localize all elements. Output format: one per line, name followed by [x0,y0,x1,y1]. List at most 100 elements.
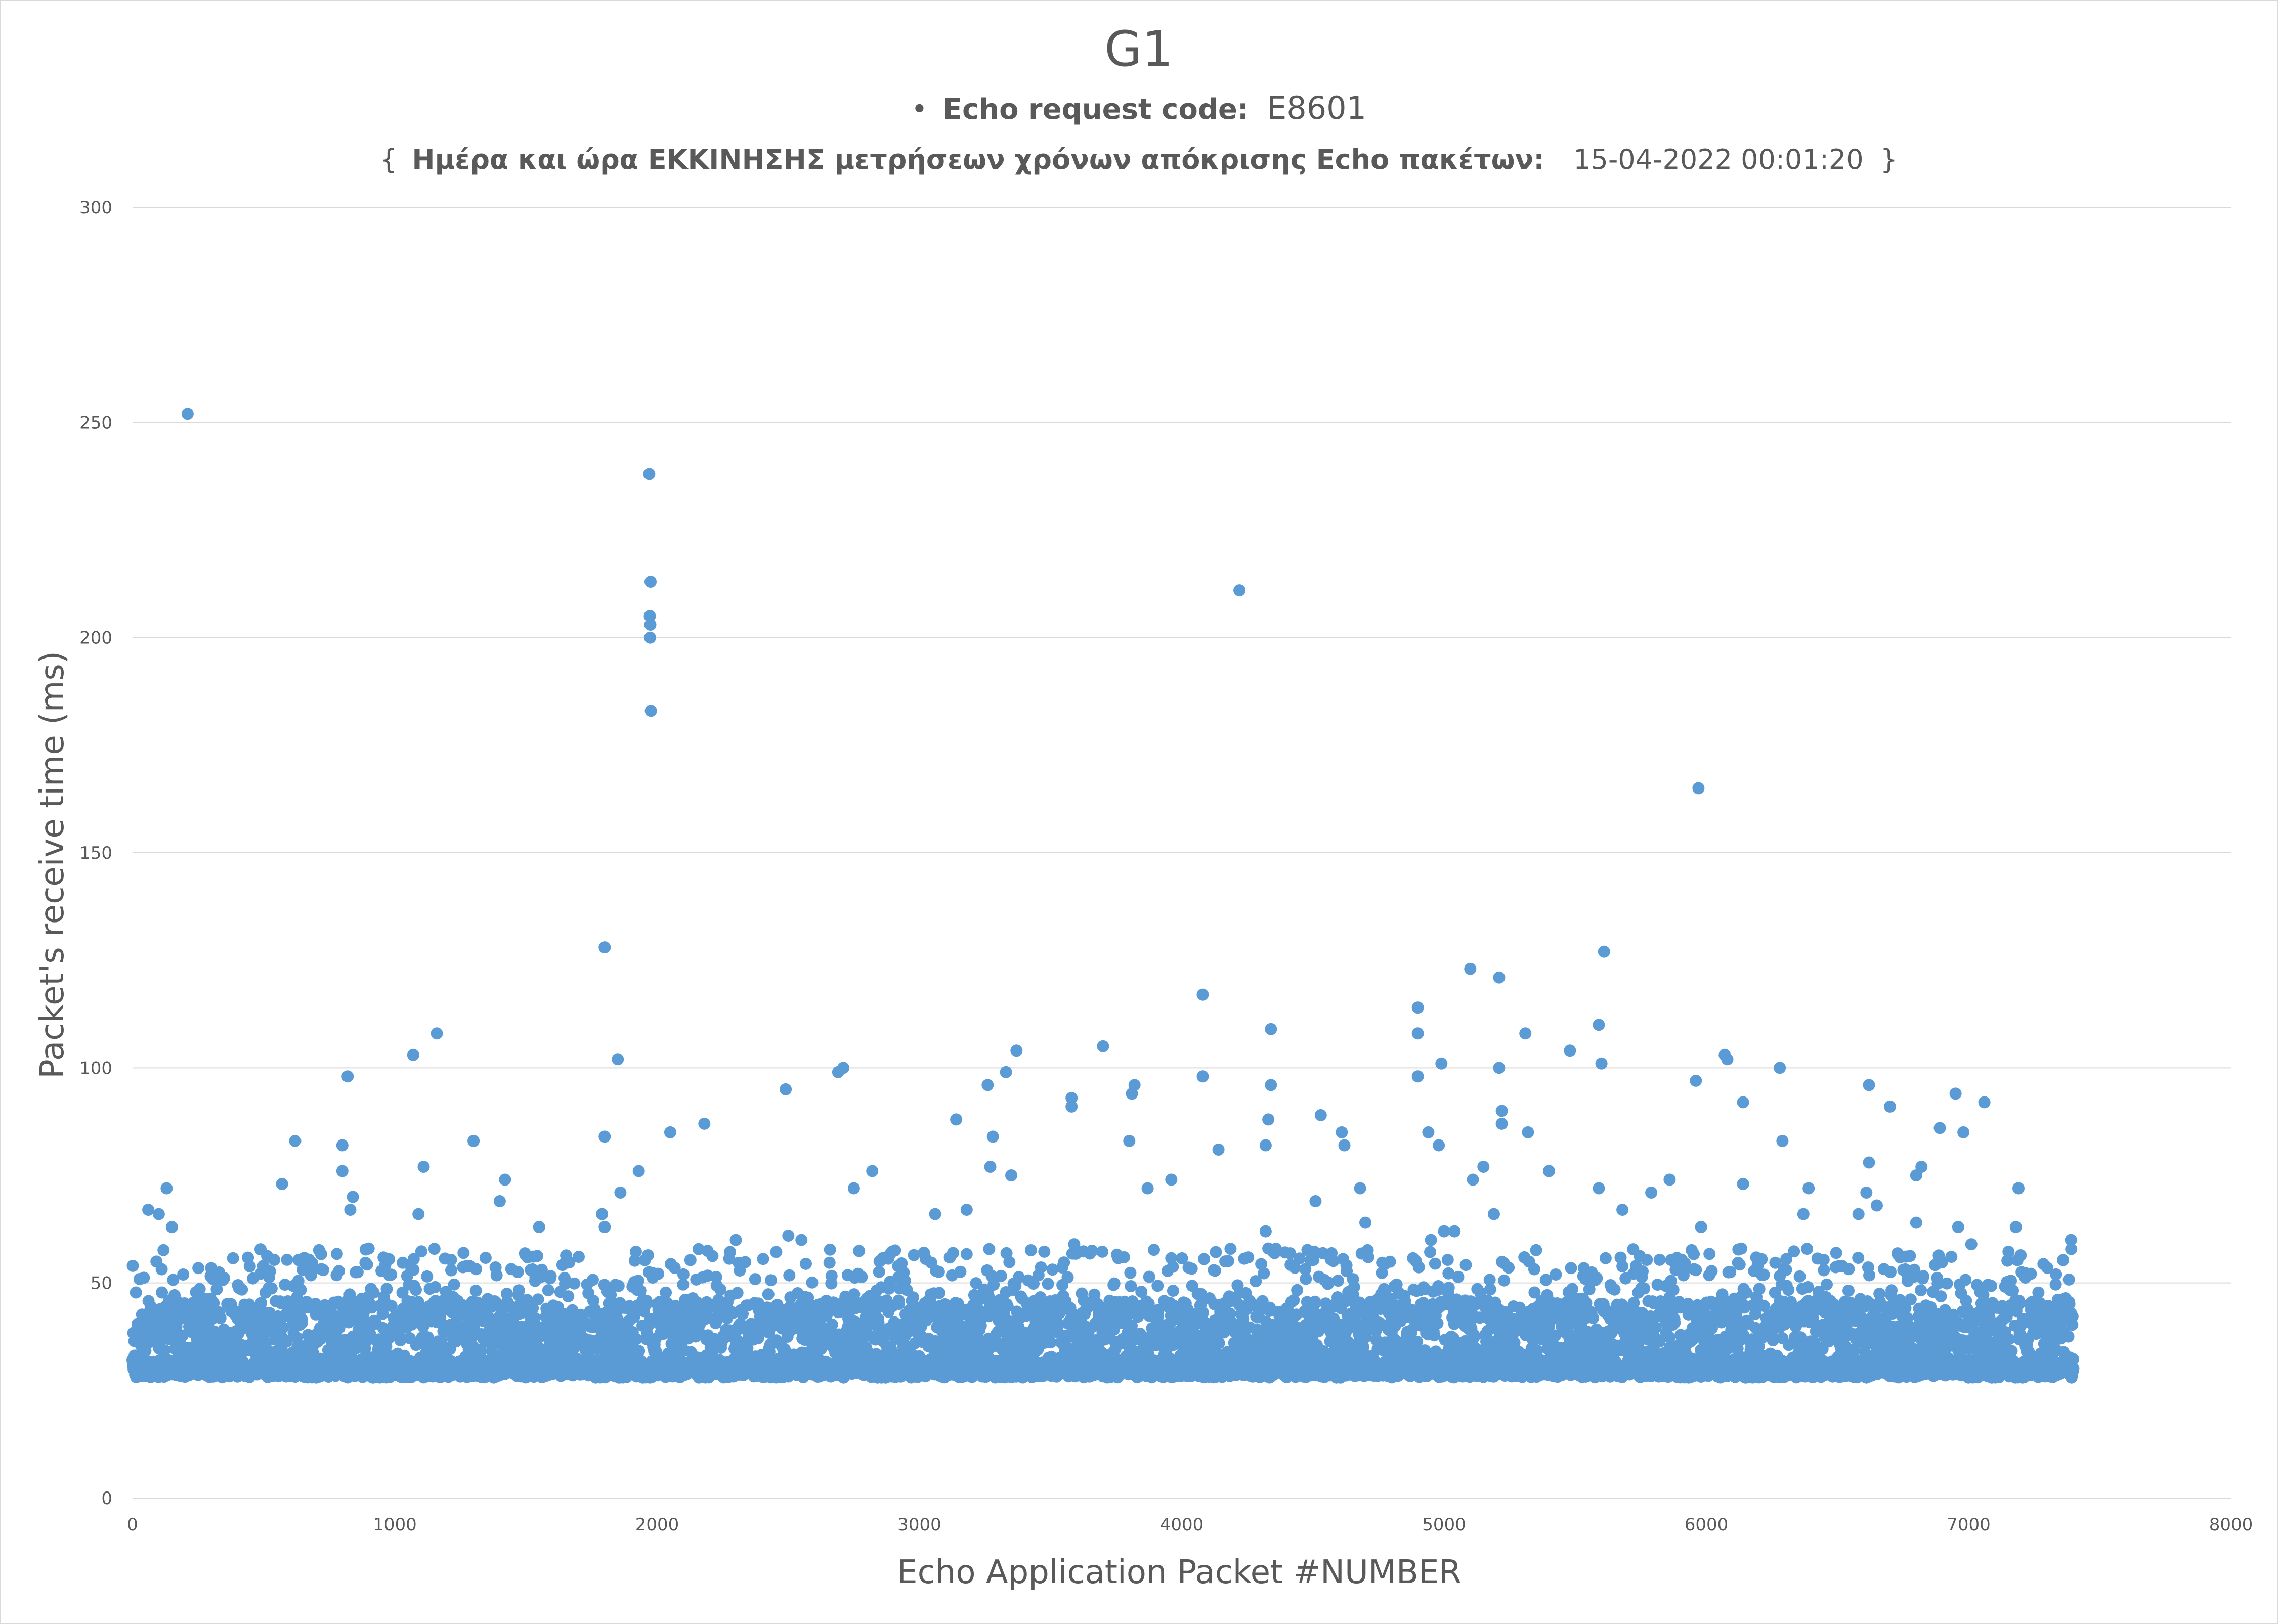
subtitle-start-value: 15-04-2022 00:01:20 [1573,144,1864,175]
data-point [155,1263,168,1276]
data-point [757,1253,769,1265]
data-point [995,1269,1007,1282]
subtitle-start-label: Ημέρα και ώρα ΕΚΚΙΝΗΣΗΣ μετρήσεων χρόνων… [412,144,1544,175]
data-point [855,1270,868,1283]
data-point [1213,1337,1225,1349]
data-point [333,1322,346,1335]
data-point [825,1269,838,1282]
data-point [587,1274,599,1286]
data-point [130,1286,142,1299]
data-point [1024,1244,1037,1256]
x-tick-label: 2000 [635,1515,679,1535]
x-tick-label: 8000 [2209,1515,2253,1535]
data-point [983,1243,996,1255]
data-point [932,1265,945,1278]
subtitle-brace-open: { [380,144,397,175]
data-point [214,1312,227,1324]
data-point [893,1298,906,1310]
data-point [1384,1255,1396,1268]
data-point [421,1270,434,1283]
data-point [960,1248,973,1260]
data-point [1300,1272,1312,1285]
data-point [376,1307,389,1320]
chart-title: G1 [1104,21,1173,77]
data-point [1167,1260,1179,1273]
data-point [954,1265,967,1278]
data-point [640,1294,653,1307]
x-tick-label: 3000 [897,1515,941,1535]
data-point [306,1257,319,1269]
data-point [531,1250,543,1262]
data-point [562,1290,575,1303]
data-point [1291,1284,1304,1296]
data-point [630,1246,642,1258]
data-point [383,1253,396,1265]
data-point [265,1282,278,1295]
data-point [385,1300,398,1312]
data-point [889,1244,901,1257]
data-point [823,1256,836,1269]
data-point [873,1265,885,1278]
data-point [1148,1244,1160,1256]
data-point [714,1283,726,1296]
data-point [806,1276,819,1289]
data-point [511,1266,524,1278]
data-point [739,1256,752,1268]
data-point [1151,1280,1164,1292]
chart-subtitle-code: • Echo request code: E8601 [911,90,1366,126]
grid-lines [133,207,2231,1499]
data-point [677,1268,690,1281]
data-point [652,1267,665,1280]
data-point [770,1246,783,1258]
data-point [445,1254,457,1266]
data-point [826,1318,838,1331]
data-point [1167,1285,1179,1297]
data-point [1362,1251,1374,1263]
subtitle-code-label: Echo request code: [943,93,1249,126]
data-points [126,408,2080,1384]
data-point [470,1263,483,1276]
x-tick-label: 4000 [1160,1515,1204,1535]
data-point [207,1297,220,1309]
data-point [385,1268,398,1281]
data-point [1332,1275,1344,1287]
y-tick-label: 0 [101,1488,112,1509]
data-point [532,1293,544,1306]
data-point [1042,1278,1054,1290]
data-point [853,1245,866,1257]
y-tick-label: 150 [79,843,112,863]
data-point [236,1283,248,1296]
data-point [1258,1267,1270,1280]
data-point [1222,1255,1234,1267]
data-point [429,1281,442,1293]
data-point [277,1321,289,1334]
data-point [362,1242,375,1255]
x-tick-labels: 0 1000 2000 3000 4000 5000 6000 7000 8000 [127,1515,2253,1535]
data-point [933,1287,945,1299]
data-point [1143,1270,1155,1283]
data-point [947,1247,959,1259]
data-point [1424,1246,1436,1258]
subtitle-brace-close: } [1880,144,1898,175]
x-tick-label: 0 [127,1515,138,1535]
data-point [281,1253,293,1266]
data-point [158,1344,171,1357]
data-point [724,1246,737,1258]
data-point [479,1252,492,1264]
y-tick-label: 200 [79,628,112,648]
data-point [800,1257,812,1270]
data-point [315,1248,327,1260]
y-tick-label: 250 [79,413,112,433]
data-point [765,1274,777,1287]
data-point [351,1266,364,1279]
data-point [1117,1251,1130,1263]
data-point [824,1243,836,1256]
data-point [157,1244,170,1256]
data-point [1061,1271,1074,1284]
data-point [513,1307,526,1320]
data-point [317,1264,329,1277]
data-point [280,1335,293,1348]
data-point [448,1278,460,1291]
data-point [290,1331,303,1344]
data-point [138,1271,150,1284]
